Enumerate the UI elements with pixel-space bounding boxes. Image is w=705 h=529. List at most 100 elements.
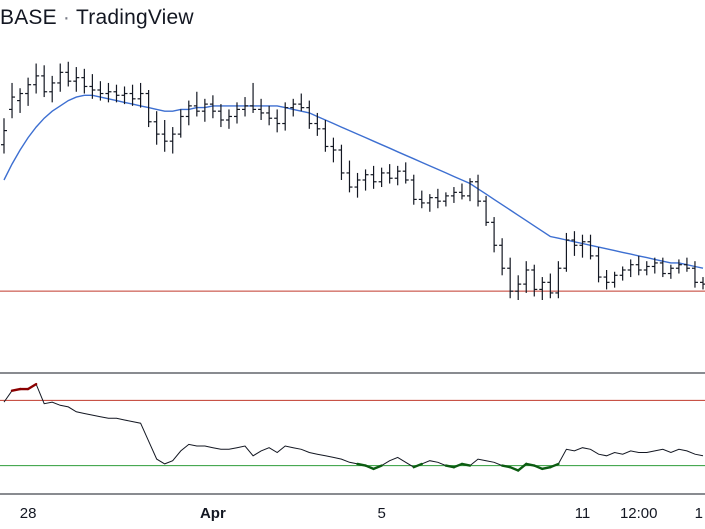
ohlc-bar xyxy=(209,95,216,119)
ohlc-bar xyxy=(121,86,128,105)
ohlc-bar xyxy=(643,261,650,276)
rsi-oversold-segment xyxy=(444,464,456,469)
ohlc-bar xyxy=(41,65,48,98)
ohlc-bar xyxy=(700,277,705,290)
ohlc-bar xyxy=(17,88,24,113)
ohlc-bar xyxy=(547,273,554,299)
ohlc-bar xyxy=(587,234,594,260)
rsi-oversold-segment xyxy=(364,464,375,471)
ohlc-bar xyxy=(250,82,257,113)
ohlc-bar xyxy=(539,277,546,300)
ohlc-bar xyxy=(49,75,56,103)
ohlc-bar xyxy=(25,77,32,106)
ohlc-bar xyxy=(467,178,473,202)
ohlc-bar xyxy=(97,81,104,101)
ohlc-bar xyxy=(298,93,305,112)
ohlc-bar xyxy=(145,90,152,128)
rsi-oversold-segment xyxy=(356,462,367,467)
x-tick-label: 1 xyxy=(695,505,703,522)
ohlc-bar xyxy=(201,98,208,122)
ohlc-bar xyxy=(242,97,249,117)
ohlc-bar xyxy=(659,257,666,278)
ohlc-bar xyxy=(137,82,144,108)
ohlc-bar xyxy=(434,188,441,209)
rsi-oversold-segment xyxy=(525,462,536,467)
price-panel[interactable] xyxy=(0,61,705,300)
rsi-overbought-segment xyxy=(26,382,38,391)
ohlc-bar xyxy=(499,238,506,276)
ohlc-bar xyxy=(683,257,690,272)
ohlc-bar xyxy=(57,63,64,92)
rsi-oversold-segment xyxy=(517,462,528,472)
ohlc-bar xyxy=(410,174,417,205)
moving-average-line xyxy=(3,94,704,269)
x-tick-label: Apr xyxy=(200,505,226,522)
rsi-oversold-segment xyxy=(460,462,472,467)
ohlc-bar xyxy=(1,118,7,154)
brand-label: TradingView xyxy=(76,6,194,29)
ohlc-bar xyxy=(571,231,578,256)
ohlc-bar xyxy=(354,172,361,198)
ohlc-bar xyxy=(651,257,658,274)
ohlc-bar xyxy=(531,264,538,297)
x-tick-label: 11 xyxy=(575,505,591,522)
ohlc-bar xyxy=(450,187,457,203)
ohlc-bar xyxy=(595,247,602,283)
ohlc-bar xyxy=(563,232,570,272)
rsi-panel[interactable] xyxy=(0,382,705,472)
ohlc-bar xyxy=(330,137,337,163)
ohlc-bar xyxy=(193,91,200,117)
ohlc-bar xyxy=(386,164,393,184)
ohlc-bar xyxy=(475,174,482,207)
rsi-oversold-segment xyxy=(533,464,544,471)
ohlc-bar xyxy=(483,195,490,226)
ohlc-bar xyxy=(675,259,682,274)
rsi-oversold-segment xyxy=(372,464,383,471)
ohlc-bar xyxy=(579,234,586,258)
ohlc-bar xyxy=(491,217,498,253)
rsi-oversold-segment xyxy=(500,464,512,469)
ohlc-bar xyxy=(442,192,449,207)
ohlc-bar xyxy=(515,275,522,300)
rsi-overbought-segment xyxy=(10,387,22,392)
ohlc-bar xyxy=(113,84,120,103)
ohlc-bar xyxy=(234,102,240,124)
ohlc-bar xyxy=(603,270,610,290)
ohlc-bar xyxy=(9,82,16,119)
ohlc-bar xyxy=(691,261,698,288)
ohlc-bar xyxy=(635,255,642,276)
ohlc-bar xyxy=(217,104,224,128)
rsi-line xyxy=(3,383,704,472)
ohlc-bar xyxy=(105,82,112,103)
ohlc-bar xyxy=(33,63,40,94)
ohlc-bar xyxy=(129,84,136,106)
ohlc-bar xyxy=(177,109,184,138)
symbol-label: BASE xyxy=(0,6,57,29)
title-separator: · xyxy=(62,6,71,29)
rsi-oversold-segment xyxy=(549,462,560,469)
ohlc-bar xyxy=(370,165,377,189)
ohlc-bar xyxy=(153,111,160,145)
ohlc-bar xyxy=(161,120,168,152)
chart-title: BASE · TradingView xyxy=(0,6,194,30)
ohlc-bar xyxy=(65,61,72,87)
ohlc-bar xyxy=(394,165,401,186)
ohlc-bar xyxy=(523,261,530,293)
ohlc-bar xyxy=(282,102,289,131)
ohlc-bar xyxy=(338,144,345,180)
rsi-oversold-segment xyxy=(412,462,423,469)
rsi-oversold-segment xyxy=(452,462,464,469)
ohlc-bar xyxy=(274,109,281,133)
ohlc-bar xyxy=(73,67,80,92)
ohlc-bar xyxy=(306,100,313,129)
ohlc-bar xyxy=(362,169,369,191)
ohlc-bar xyxy=(426,194,433,212)
ohlc-bar xyxy=(507,257,514,299)
rsi-oversold-segment xyxy=(541,466,552,471)
ohlc-bar xyxy=(266,105,273,126)
ohlc-bar xyxy=(314,112,321,136)
x-tick-label: 12:00 xyxy=(620,505,658,522)
ohlc-bar xyxy=(418,190,425,209)
ohlc-bar xyxy=(81,68,88,94)
